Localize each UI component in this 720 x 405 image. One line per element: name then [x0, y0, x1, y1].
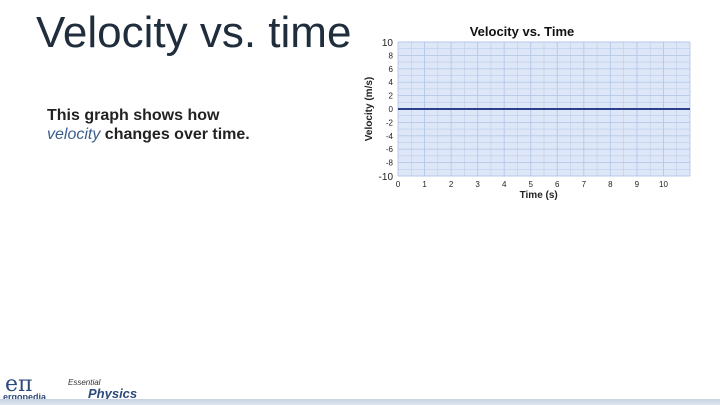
y-tick-label: 2 — [389, 92, 394, 101]
chart-title: Velocity vs. Time — [470, 24, 575, 39]
ergopedia-logo-mark: eπ — [5, 372, 33, 397]
x-tick-label: 7 — [582, 180, 587, 189]
x-tick-label: 8 — [608, 180, 613, 189]
body-line-2: changes over time. — [100, 126, 250, 143]
body-emphasis: velocity — [47, 126, 101, 143]
x-tick-label: 10 — [659, 180, 668, 189]
x-tick-label: 4 — [502, 180, 507, 189]
y-tick-label: -8 — [386, 159, 394, 168]
velocity-time-chart: Velocity vs. Time 10 8 6 4 2 0 -2 -4 -6 -8 -10 0 1 2… — [360, 18, 700, 208]
chart-svg: Velocity vs. Time 10 8 6 4 2 0 -2 -4 -6 -8 -10 0 1 2… — [364, 24, 691, 201]
x-tick-label: 5 — [529, 180, 534, 189]
x-tick-label: 9 — [635, 180, 640, 189]
x-tick-label: 0 — [396, 180, 401, 189]
x-tick-label: 2 — [449, 180, 454, 189]
body-text: This graph shows how velocity changes ov… — [47, 106, 250, 144]
y-tick-label: 8 — [389, 51, 394, 60]
x-tick-label: 3 — [475, 180, 480, 189]
y-tick-label: 6 — [389, 65, 394, 74]
y-tick-label: 0 — [389, 105, 394, 114]
y-tick-label: 10 — [382, 38, 394, 49]
slide-title: Velocity vs. time — [36, 8, 352, 57]
ergopedia-logo-text: ergopedia — [3, 392, 47, 402]
y-tick-label: -4 — [386, 132, 394, 141]
y-tick-label: -2 — [386, 118, 394, 127]
x-axis-label: Time (s) — [520, 190, 558, 201]
essential-logo-text: Essential — [68, 378, 101, 387]
x-tick-label: 1 — [422, 180, 427, 189]
y-tick-label: 4 — [389, 78, 394, 87]
body-line-1: This graph shows how — [47, 107, 220, 124]
y-tick-label: -6 — [386, 145, 394, 154]
x-tick-label: 6 — [555, 180, 560, 189]
y-tick-label: -10 — [379, 172, 394, 183]
footer-bar — [0, 399, 720, 405]
y-axis-label: Velocity (m/s) — [364, 77, 375, 141]
